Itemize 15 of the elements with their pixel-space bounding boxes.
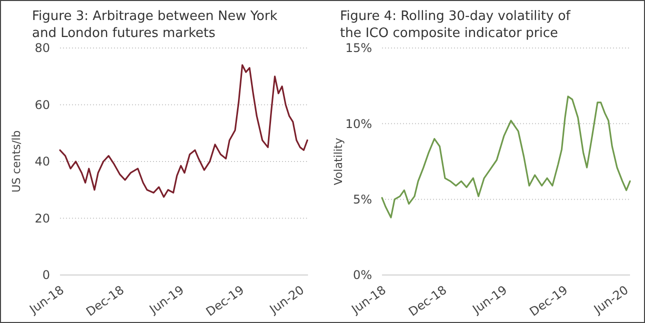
chart-title: Figure 3: Arbitrage between New York and London futures markets bbox=[32, 9, 278, 41]
chart-title: Figure 4: Rolling 30-day volatility of the ICO composite indicator price bbox=[340, 9, 571, 41]
y-axis-title: Volatility bbox=[332, 137, 345, 186]
y-axis-title: US cents/lb bbox=[10, 130, 23, 193]
y-tick-label: 20 bbox=[34, 211, 50, 226]
y-tick-label: 40 bbox=[34, 154, 50, 169]
line-series bbox=[59, 64, 308, 198]
line-series bbox=[381, 96, 631, 218]
y-tick-label: 80 bbox=[34, 41, 50, 56]
y-tick-label: 60 bbox=[34, 98, 50, 112]
y-tick-label: 0% bbox=[352, 268, 372, 282]
y-tick-label: 15% bbox=[345, 41, 372, 56]
y-tick-label: 5% bbox=[352, 192, 372, 207]
y-tick-label: 0 bbox=[42, 268, 50, 282]
y-tick-label: 10% bbox=[345, 116, 372, 131]
